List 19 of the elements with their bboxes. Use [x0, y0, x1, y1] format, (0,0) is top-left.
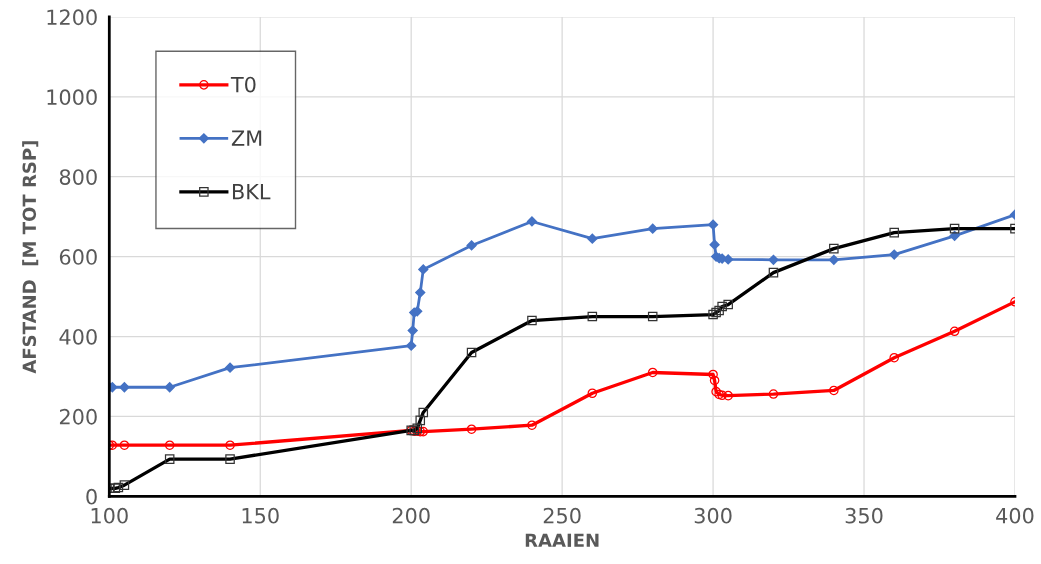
- y-tick-label: 1000: [47, 89, 97, 106]
- x-tick-label: 250: [543, 507, 581, 524]
- x-tick-label: 100: [91, 507, 128, 524]
- y-tick-label: 1200: [47, 9, 97, 26]
- y-tick-label: 200: [59, 408, 97, 425]
- x-tick-label: 400: [996, 507, 1034, 524]
- y-tick-label: 600: [59, 249, 97, 265]
- legend-label: T0: [230, 76, 256, 93]
- y-tick-label: 400: [59, 328, 97, 345]
- x-tick-label: 300: [694, 507, 732, 524]
- y-axis-title: AFSTAND [M TOT RSP]: [22, 141, 39, 374]
- x-tick-label: 350: [845, 507, 883, 524]
- y-tick-label: 0: [86, 488, 97, 505]
- legend-label: ZM: [231, 130, 262, 146]
- legend-label: BKL: [232, 183, 271, 200]
- x-tick-label: 150: [242, 507, 279, 524]
- x-tick-label: 200: [392, 507, 430, 524]
- y-tick-label: 800: [59, 169, 97, 185]
- x-axis-title: RAAIEN: [525, 533, 599, 547]
